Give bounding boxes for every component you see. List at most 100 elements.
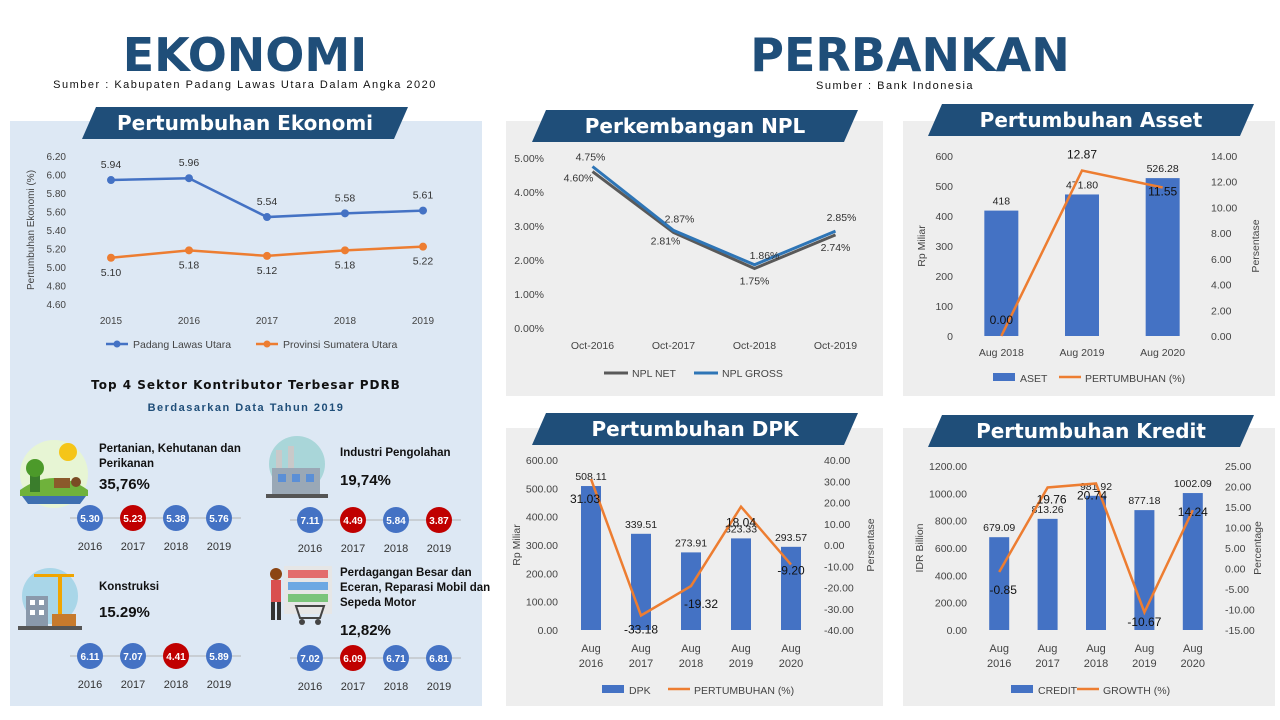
bar-value-label: 526.28 <box>1147 163 1179 175</box>
growth-value-label: 19.76 <box>1037 492 1067 506</box>
data-label: 2.81% <box>651 235 681 247</box>
y-axis-label: IDR Billion <box>914 523 926 572</box>
data-label: 1.86% <box>750 250 780 262</box>
bar <box>1037 518 1058 630</box>
npl-chart: 0.00% 1.00% 2.00% 3.00% 4.00% 5.00% Oct-2016 Oc… <box>514 152 857 381</box>
pertumbuhan-ekonomi-chart: 4.60 4.80 5.00 5.20 5.40 5.60 5.80 6.00 6.20 Pert… <box>26 152 435 351</box>
y-tick-label: 600.00 <box>526 455 558 467</box>
y-axis-label: Rp Miliar <box>511 524 523 566</box>
sector-subtitle: Berdasarkan Data Tahun 2019 <box>147 402 345 414</box>
y-tick-label: 2.00% <box>514 255 544 267</box>
growth-line <box>1000 169 1163 337</box>
legend-swatch-bar <box>602 685 624 693</box>
x-tick-label: 2019 <box>412 316 435 327</box>
x-tick-label: Aug 2018 <box>979 347 1024 359</box>
x-tick-label: 2018 <box>679 658 703 670</box>
bar <box>1145 178 1180 336</box>
y2-axis-label: Persentase <box>1250 219 1262 272</box>
sector-value-label: 7.11 <box>301 516 320 527</box>
legend-label: CREDIT <box>1038 685 1078 697</box>
y2-tick-label: 10.00 <box>1211 202 1237 214</box>
x-tick-label: Aug <box>1183 643 1203 655</box>
y-tick-label: 0.00% <box>514 323 544 335</box>
growth-line <box>589 478 792 618</box>
dpk-banner: Pertumbuhan DPK <box>532 413 858 445</box>
x-tick-label: 2018 <box>334 316 357 327</box>
y2-tick-label: -15.00 <box>1225 625 1255 637</box>
shopping-icon <box>270 566 332 625</box>
sector-value-label: 5.76 <box>209 514 229 525</box>
data-label: 5.96 <box>179 157 200 169</box>
sector-year-label: 2017 <box>121 541 145 553</box>
y2-tick-label: 20.00 <box>824 498 850 510</box>
data-label: 5.54 <box>257 196 278 208</box>
sector-value-marker <box>77 505 103 531</box>
x-tick-label: Oct-2016 <box>571 340 614 352</box>
sector-value-label: 6.71 <box>386 654 406 665</box>
kredit-chart: 0.00 200.00 400.00 600.00 800.00 1000.00 1200.… <box>914 461 1264 697</box>
y2-tick-label: 5.00 <box>1225 543 1246 555</box>
legend-label: ASET <box>1020 373 1048 385</box>
y-tick-label: 0 <box>947 331 953 343</box>
y2-tick-label: -30.00 <box>824 604 854 616</box>
series-line-2 <box>591 165 837 267</box>
y-tick-label: 5.20 <box>47 245 67 256</box>
bar <box>781 546 801 630</box>
sector-share-3: 15.29% <box>99 604 150 621</box>
x-tick-label: Aug 2019 <box>1060 347 1105 359</box>
data-label: 1.75% <box>740 276 770 288</box>
y-tick-label: 300.00 <box>526 540 558 552</box>
y-tick-label: 200 <box>935 271 953 283</box>
legend-label: Padang Lawas Utara <box>133 339 231 351</box>
data-label: 5.94 <box>101 159 122 171</box>
y-axis-label: Pertumbuhan Ekonomi (%) <box>26 170 37 290</box>
y2-tick-label: -20.00 <box>824 583 854 595</box>
sector-value-marker <box>383 507 409 533</box>
sector-year-label: 2019 <box>207 541 231 553</box>
sector-value-marker <box>340 507 366 533</box>
y-tick-label: 100.00 <box>526 597 558 609</box>
sector-year-label: 2017 <box>341 543 365 555</box>
sector-share-2: 19,74% <box>340 472 391 489</box>
sector-value-marker <box>206 643 232 669</box>
series-line-1 <box>591 170 837 271</box>
sector-year-label: 2019 <box>207 679 231 691</box>
growth-value-label: 12.87 <box>1067 148 1097 162</box>
x-tick-label: 2019 <box>729 658 753 670</box>
data-point <box>419 242 427 251</box>
legend-label: PERTUMBUHAN (%) <box>694 685 794 697</box>
x-tick-label: Aug <box>989 643 1009 655</box>
agriculture-icon <box>20 440 88 508</box>
bar-value-label: 679.09 <box>983 522 1015 534</box>
y2-tick-label: 2.00 <box>1211 305 1232 317</box>
data-label: 2.74% <box>821 242 851 254</box>
y2-tick-label: -10.00 <box>1225 605 1255 617</box>
data-label: 2.87% <box>665 213 695 225</box>
sector-growth-rows: 5.30 2016 5.23 2017 5.38 2018 5.76 2019 7.11 2016… <box>70 505 461 693</box>
sector-share-1: 35,76% <box>99 476 150 493</box>
legend-marker <box>113 340 121 348</box>
bar-value-label: 1002.09 <box>1174 478 1212 490</box>
legend-label: GROWTH (%) <box>1103 685 1170 697</box>
sector-value-label: 5.89 <box>209 652 229 663</box>
sector-name-1-line1: Pertanian, Kehutanan dan <box>99 443 241 455</box>
growth-value-label: -33.18 <box>624 623 658 637</box>
y2-tick-label: -5.00 <box>1225 584 1249 596</box>
sector-year-label: 2016 <box>78 679 102 691</box>
x-tick-label: Aug <box>631 643 651 655</box>
sector-year-label: 2019 <box>427 543 451 555</box>
ekonomi-source: Sumber : Kabupaten Padang Lawas Utara Da… <box>53 79 437 91</box>
y2-tick-label: 14.00 <box>1211 151 1237 163</box>
bar-value-label: 418 <box>993 196 1011 208</box>
sector-value-label: 7.07 <box>123 652 143 663</box>
data-label: 5.18 <box>335 259 356 271</box>
bar <box>1182 493 1203 630</box>
sector-name-4-line2: Eceran, Reparasi Mobil dan <box>340 582 491 594</box>
bar <box>989 537 1010 630</box>
sector-value-marker <box>77 643 103 669</box>
x-tick-label: Aug <box>681 643 701 655</box>
sector-name-3: Konstruksi <box>99 580 159 595</box>
sector-value-marker <box>120 643 146 669</box>
y2-tick-label: -10.00 <box>824 561 854 573</box>
x-tick-label: Aug <box>781 643 801 655</box>
